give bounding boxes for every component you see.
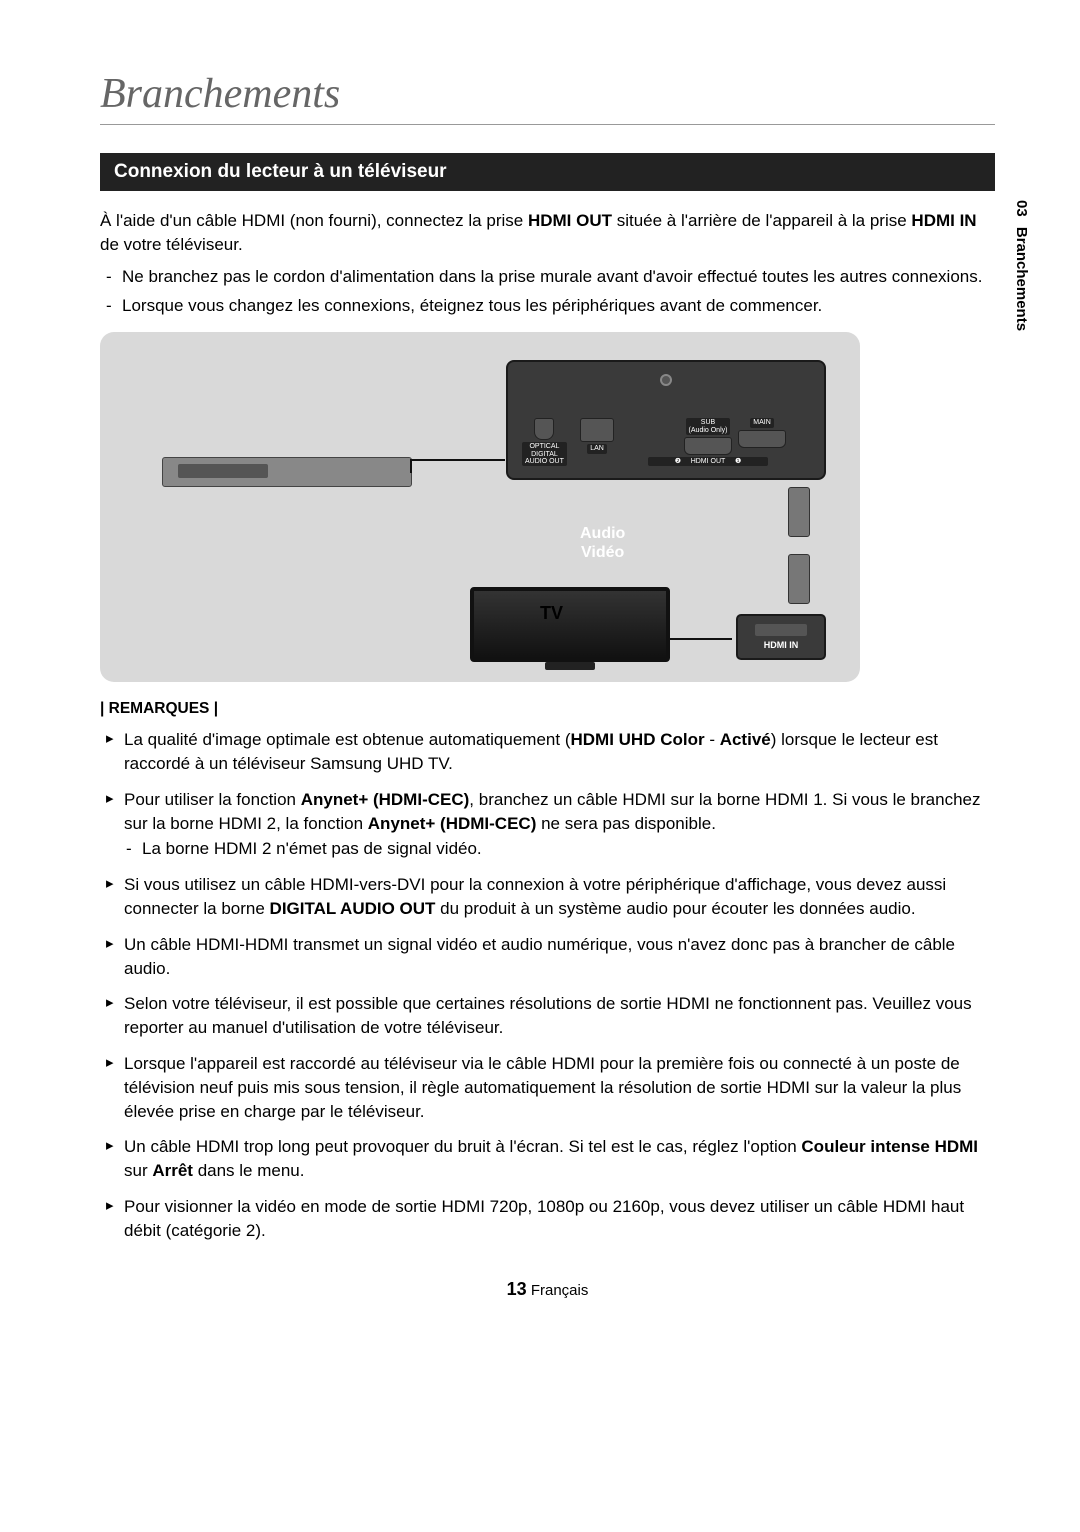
tv-label: TV	[540, 603, 563, 624]
label-text: AUDIO OUT	[525, 458, 564, 465]
hdmi-cable-plug-bottom	[788, 554, 810, 604]
remark-bold: Couleur intense HDMI	[801, 1137, 978, 1156]
port-label: MAIN	[750, 418, 774, 427]
player-device	[162, 457, 412, 487]
remark-bold: Anynet+ (HDMI-CEC)	[301, 790, 470, 809]
caution-item: Lorsque vous changez les connexions, éte…	[100, 294, 995, 318]
chapter-title: Branchements	[100, 70, 995, 125]
side-tab: 03 Branchements	[1013, 200, 1030, 331]
remark-item: Un câble HDMI-HDMI transmet un signal vi…	[100, 933, 995, 981]
remark-text: -	[705, 730, 720, 749]
remark-item: Lorsque l'appareil est raccordé au télév…	[100, 1052, 995, 1123]
label-text: OPTICAL	[529, 443, 559, 450]
remark-item: Pour visionner la vidéo en mode de sorti…	[100, 1195, 995, 1243]
label-text: (Audio Only)	[689, 427, 728, 434]
intro-bold-hdmiin: HDMI IN	[911, 211, 976, 230]
remark-text: ne sera pas disponible.	[536, 814, 716, 833]
remark-bold: Anynet+ (HDMI-CEC)	[368, 814, 537, 833]
side-tab-number: 03	[1013, 200, 1030, 217]
hdmi-main-port: MAIN	[738, 418, 786, 468]
optical-shape	[534, 418, 554, 440]
audio-video-label: Audio Vidéo	[580, 524, 625, 562]
intro-paragraph: À l'aide d'un câble HDMI (non fourni), c…	[100, 209, 995, 257]
remark-text: Pour utiliser la fonction	[124, 790, 301, 809]
hdmi-in-label: HDMI IN	[764, 640, 799, 650]
remark-text: La qualité d'image optimale est obtenue …	[124, 730, 570, 749]
page-footer: 13 Français	[100, 1279, 995, 1300]
screw-icon	[660, 374, 672, 386]
lan-port: LAN	[580, 418, 614, 468]
remark-item: Un câble HDMI trop long peut provoquer d…	[100, 1135, 995, 1183]
optical-port: OPTICALDIGITALAUDIO OUT	[522, 418, 567, 468]
side-tab-label: Branchements	[1013, 227, 1030, 331]
footer-language: Français	[531, 1282, 589, 1299]
remark-item: La qualité d'image optimale est obtenue …	[100, 728, 995, 776]
remark-item: Si vous utilisez un câble HDMI-vers-DVI …	[100, 873, 995, 921]
wire	[410, 459, 505, 473]
label-text: SUB	[701, 419, 715, 426]
port-label: LAN	[587, 444, 607, 453]
remark-subitem: La borne HDMI 2 n'émet pas de signal vid…	[124, 837, 995, 861]
remark-bold: Arrêt	[152, 1161, 193, 1180]
hdmi-cable-plug-top	[788, 487, 810, 537]
page-number: 13	[507, 1279, 527, 1299]
hdmi-in-panel: HDMI IN	[736, 614, 826, 660]
remark-text: Un câble HDMI trop long peut provoquer d…	[124, 1137, 801, 1156]
video-label: Vidéo	[581, 544, 624, 561]
remark-text: du produit à un système audio pour écout…	[435, 899, 915, 918]
label-text: HDMI OUT	[691, 458, 726, 465]
remark-text: dans le menu.	[193, 1161, 305, 1180]
remarks-list: La qualité d'image optimale est obtenue …	[100, 728, 995, 1242]
lan-shape	[580, 418, 614, 442]
audio-label: Audio	[580, 525, 625, 542]
label-text: DIGITAL	[531, 451, 558, 458]
rear-panel: OPTICALDIGITALAUDIO OUT LAN SUB(Audio On…	[506, 360, 826, 480]
port-label: SUB(Audio Only)	[686, 418, 731, 435]
caution-list: Ne branchez pas le cordon d'alimentation…	[100, 265, 995, 319]
remark-item: Selon votre téléviseur, il est possible …	[100, 992, 995, 1040]
port-label: OPTICALDIGITALAUDIO OUT	[522, 442, 567, 466]
intro-text: À l'aide d'un câble HDMI (non fourni), c…	[100, 211, 528, 230]
intro-text: de votre téléviseur.	[100, 235, 243, 254]
section-heading: Connexion du lecteur à un téléviseur	[100, 153, 995, 191]
tv-device	[470, 587, 670, 662]
remark-item: Pour utiliser la fonction Anynet+ (HDMI-…	[100, 788, 995, 861]
remark-bold: Activé	[720, 730, 771, 749]
intro-text: située à l'arrière de l'appareil à la pr…	[612, 211, 911, 230]
hdmi-shape	[684, 437, 732, 455]
intro-bold-hdmiout: HDMI OUT	[528, 211, 612, 230]
remark-text: sur	[124, 1161, 152, 1180]
hdmi-in-slot	[755, 624, 807, 636]
remark-bold: HDMI UHD Color	[570, 730, 704, 749]
remark-bold: DIGITAL AUDIO OUT	[270, 899, 436, 918]
page: Branchements Connexion du lecteur à un t…	[0, 0, 1080, 1350]
wire	[667, 622, 732, 640]
caution-item: Ne branchez pas le cordon d'alimentation…	[100, 265, 995, 289]
remarks-heading: | REMARQUES |	[100, 700, 995, 718]
connection-diagram: OPTICALDIGITALAUDIO OUT LAN SUB(Audio On…	[100, 332, 860, 682]
hdmi-shape	[738, 430, 786, 448]
